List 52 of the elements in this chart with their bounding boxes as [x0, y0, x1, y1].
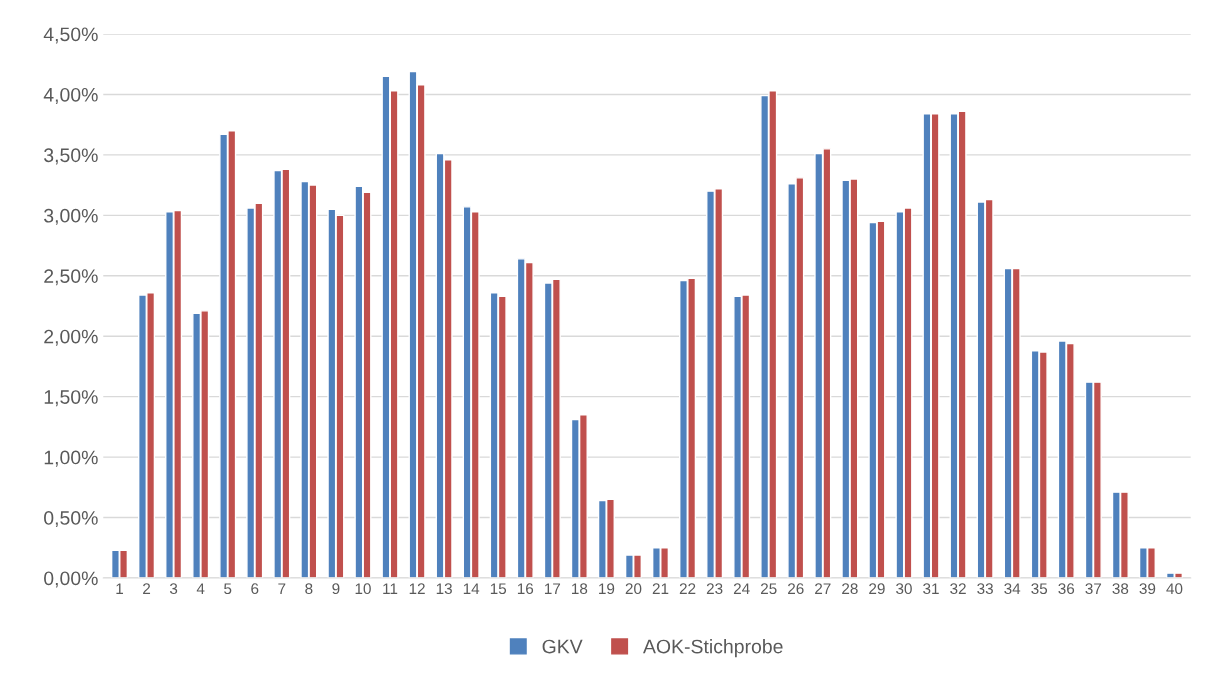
x-tick-label: 34	[1004, 583, 1021, 595]
x-tick-label: 15	[490, 583, 507, 595]
x-tick-label: 27	[815, 583, 831, 594]
x-tick-label: 11	[383, 583, 398, 594]
x-tick-label: 37	[1085, 583, 1102, 595]
y-tick-label: 1,50%	[44, 390, 98, 407]
x-tick-label: 14	[463, 583, 480, 594]
x-tick-label: 31	[923, 583, 939, 595]
x-tick-label: 20	[625, 583, 642, 595]
y-tick-label: 1,00%	[44, 450, 98, 467]
legend-label: AOK-Stichprobe	[643, 639, 783, 658]
x-tick-label: 4	[196, 583, 205, 594]
x-tick-label: 8	[305, 583, 313, 595]
x-tick-label: 29	[869, 583, 885, 595]
y-tick-label: 3,50%	[44, 148, 98, 165]
x-tick-label: 24	[733, 583, 750, 594]
y-tick-label: 2,50%	[44, 269, 98, 286]
legend-label: GKV	[542, 639, 583, 654]
x-tick-label: 3	[169, 583, 178, 595]
x-tick-label: 17	[544, 583, 561, 594]
x-tick-label: 36	[1058, 583, 1075, 595]
x-tick-label: 19	[599, 583, 615, 595]
x-tick-label: 18	[572, 583, 588, 595]
x-tick-label: 10	[355, 583, 371, 595]
x-tick-label: 30	[896, 583, 912, 595]
x-tick-label: 35	[1031, 583, 1048, 595]
x-tick-label: 22	[679, 583, 696, 594]
x-tick-label: 33	[977, 583, 993, 595]
y-tick-label: 0,50%	[44, 511, 98, 528]
y-tick-label: 2,00%	[44, 329, 98, 346]
y-tick-label: 3,00%	[44, 208, 98, 225]
x-tick-label: 7	[278, 583, 286, 594]
x-tick-label: 28	[842, 583, 858, 595]
x-tick-label: 21	[652, 583, 669, 594]
x-tick-label: 9	[332, 583, 340, 595]
x-tick-label: 25	[760, 583, 777, 595]
y-tick-label: 4,00%	[43, 87, 98, 104]
x-tick-label: 32	[950, 583, 966, 595]
x-tick-label: 38	[1112, 583, 1129, 595]
x-tick-label: 6	[251, 583, 259, 595]
x-tick-label: 13	[436, 583, 452, 595]
x-tick-label: 23	[706, 583, 723, 595]
y-tick-label: 0,00%	[44, 571, 98, 588]
x-tick-label: 12	[409, 583, 425, 594]
x-tick-label: 5	[224, 583, 232, 595]
x-tick-label: 39	[1139, 583, 1156, 595]
x-tick-label: 26	[788, 583, 804, 595]
x-tick-label: 40	[1166, 583, 1183, 595]
x-tick-label: 16	[517, 583, 534, 595]
y-tick-label: 4,50%	[43, 27, 98, 44]
x-tick-label: 1	[116, 583, 124, 594]
x-tick-label: 2	[143, 583, 151, 594]
